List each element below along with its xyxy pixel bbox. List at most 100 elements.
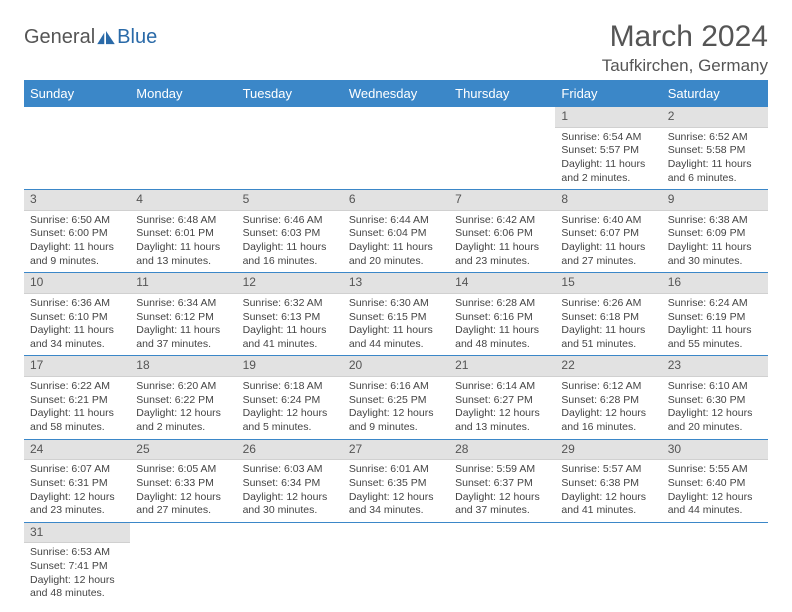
day-info: Sunrise: 6:28 AMSunset: 6:16 PMDaylight:…	[449, 294, 555, 356]
day-number: 6	[343, 190, 449, 211]
day-cell: 20Sunrise: 6:16 AMSunset: 6:25 PMDayligh…	[343, 356, 449, 439]
sunrise: Sunrise: 6:48 AM	[136, 214, 230, 228]
day-info: Sunrise: 6:22 AMSunset: 6:21 PMDaylight:…	[24, 377, 130, 439]
empty-cell	[343, 522, 449, 605]
day-number: 11	[130, 273, 236, 294]
daylight: Daylight: 12 hours and 13 minutes.	[455, 407, 549, 434]
day-number: 31	[24, 523, 130, 544]
day-cell: 12Sunrise: 6:32 AMSunset: 6:13 PMDayligh…	[237, 273, 343, 356]
daylight: Daylight: 11 hours and 58 minutes.	[30, 407, 124, 434]
day-info: Sunrise: 6:46 AMSunset: 6:03 PMDaylight:…	[237, 211, 343, 273]
day-cell: 16Sunrise: 6:24 AMSunset: 6:19 PMDayligh…	[662, 273, 768, 356]
day-number: 18	[130, 356, 236, 377]
sunset: Sunset: 6:40 PM	[668, 477, 762, 491]
daylight: Daylight: 11 hours and 20 minutes.	[349, 241, 443, 268]
sunset: Sunset: 6:10 PM	[30, 311, 124, 325]
empty-cell	[130, 107, 236, 190]
daylight: Daylight: 11 hours and 27 minutes.	[561, 241, 655, 268]
sunset: Sunset: 6:37 PM	[455, 477, 549, 491]
sunrise: Sunrise: 6:36 AM	[30, 297, 124, 311]
daylight: Daylight: 12 hours and 48 minutes.	[30, 574, 124, 601]
day-cell: 24Sunrise: 6:07 AMSunset: 6:31 PMDayligh…	[24, 439, 130, 522]
daylight: Daylight: 11 hours and 13 minutes.	[136, 241, 230, 268]
sunset: Sunset: 6:09 PM	[668, 227, 762, 241]
daylight: Daylight: 11 hours and 2 minutes.	[561, 158, 655, 185]
sunrise: Sunrise: 6:22 AM	[30, 380, 124, 394]
empty-cell	[449, 522, 555, 605]
day-info: Sunrise: 6:36 AMSunset: 6:10 PMDaylight:…	[24, 294, 130, 356]
sunset: Sunset: 6:16 PM	[455, 311, 549, 325]
sunset: Sunset: 6:33 PM	[136, 477, 230, 491]
day-cell: 5Sunrise: 6:46 AMSunset: 6:03 PMDaylight…	[237, 190, 343, 273]
empty-cell	[555, 522, 661, 605]
sunset: Sunset: 6:22 PM	[136, 394, 230, 408]
day-info: Sunrise: 6:01 AMSunset: 6:35 PMDaylight:…	[343, 460, 449, 522]
daylight: Daylight: 11 hours and 44 minutes.	[349, 324, 443, 351]
day-cell: 26Sunrise: 6:03 AMSunset: 6:34 PMDayligh…	[237, 439, 343, 522]
day-cell: 8Sunrise: 6:40 AMSunset: 6:07 PMDaylight…	[555, 190, 661, 273]
daylight: Daylight: 12 hours and 27 minutes.	[136, 491, 230, 518]
sunrise: Sunrise: 6:03 AM	[243, 463, 337, 477]
sunrise: Sunrise: 5:59 AM	[455, 463, 549, 477]
daylight: Daylight: 11 hours and 6 minutes.	[668, 158, 762, 185]
empty-cell	[237, 107, 343, 190]
daylight: Daylight: 11 hours and 34 minutes.	[30, 324, 124, 351]
day-header: Tuesday	[237, 80, 343, 107]
day-info: Sunrise: 6:03 AMSunset: 6:34 PMDaylight:…	[237, 460, 343, 522]
day-number: 29	[555, 440, 661, 461]
day-cell: 19Sunrise: 6:18 AMSunset: 6:24 PMDayligh…	[237, 356, 343, 439]
daylight: Daylight: 12 hours and 41 minutes.	[561, 491, 655, 518]
week-row: 1Sunrise: 6:54 AMSunset: 5:57 PMDaylight…	[24, 107, 768, 190]
daylight: Daylight: 12 hours and 37 minutes.	[455, 491, 549, 518]
day-info: Sunrise: 6:10 AMSunset: 6:30 PMDaylight:…	[662, 377, 768, 439]
day-header: Thursday	[449, 80, 555, 107]
empty-cell	[343, 107, 449, 190]
day-info: Sunrise: 6:38 AMSunset: 6:09 PMDaylight:…	[662, 211, 768, 273]
day-cell: 29Sunrise: 5:57 AMSunset: 6:38 PMDayligh…	[555, 439, 661, 522]
day-cell: 23Sunrise: 6:10 AMSunset: 6:30 PMDayligh…	[662, 356, 768, 439]
daylight: Daylight: 12 hours and 5 minutes.	[243, 407, 337, 434]
logo: General Blue	[24, 20, 157, 49]
day-number: 21	[449, 356, 555, 377]
daylight: Daylight: 12 hours and 44 minutes.	[668, 491, 762, 518]
sunrise: Sunrise: 6:32 AM	[243, 297, 337, 311]
day-number: 25	[130, 440, 236, 461]
day-number: 3	[24, 190, 130, 211]
daylight: Daylight: 11 hours and 51 minutes.	[561, 324, 655, 351]
sunset: Sunset: 5:57 PM	[561, 144, 655, 158]
calendar-table: SundayMondayTuesdayWednesdayThursdayFrid…	[24, 80, 768, 605]
sunrise: Sunrise: 6:42 AM	[455, 214, 549, 228]
title-block: March 2024 Taufkirchen, Germany	[602, 20, 768, 76]
day-header: Saturday	[662, 80, 768, 107]
sunset: Sunset: 6:18 PM	[561, 311, 655, 325]
day-cell: 31Sunrise: 6:53 AMSunset: 7:41 PMDayligh…	[24, 522, 130, 605]
day-number: 30	[662, 440, 768, 461]
empty-cell	[237, 522, 343, 605]
sunrise: Sunrise: 6:52 AM	[668, 131, 762, 145]
sunset: Sunset: 6:00 PM	[30, 227, 124, 241]
sunrise: Sunrise: 6:18 AM	[243, 380, 337, 394]
daylight: Daylight: 11 hours and 41 minutes.	[243, 324, 337, 351]
sunset: Sunset: 6:25 PM	[349, 394, 443, 408]
sunrise: Sunrise: 6:38 AM	[668, 214, 762, 228]
sunset: Sunset: 6:31 PM	[30, 477, 124, 491]
day-cell: 17Sunrise: 6:22 AMSunset: 6:21 PMDayligh…	[24, 356, 130, 439]
daylight: Daylight: 11 hours and 30 minutes.	[668, 241, 762, 268]
sail-icon	[97, 31, 115, 45]
sunrise: Sunrise: 5:57 AM	[561, 463, 655, 477]
day-info: Sunrise: 6:44 AMSunset: 6:04 PMDaylight:…	[343, 211, 449, 273]
daylight: Daylight: 11 hours and 55 minutes.	[668, 324, 762, 351]
daylight: Daylight: 11 hours and 23 minutes.	[455, 241, 549, 268]
day-info: Sunrise: 6:12 AMSunset: 6:28 PMDaylight:…	[555, 377, 661, 439]
day-cell: 18Sunrise: 6:20 AMSunset: 6:22 PMDayligh…	[130, 356, 236, 439]
day-cell: 1Sunrise: 6:54 AMSunset: 5:57 PMDaylight…	[555, 107, 661, 190]
day-cell: 3Sunrise: 6:50 AMSunset: 6:00 PMDaylight…	[24, 190, 130, 273]
day-info: Sunrise: 6:40 AMSunset: 6:07 PMDaylight:…	[555, 211, 661, 273]
sunrise: Sunrise: 6:54 AM	[561, 131, 655, 145]
empty-cell	[449, 107, 555, 190]
empty-cell	[24, 107, 130, 190]
day-info: Sunrise: 5:59 AMSunset: 6:37 PMDaylight:…	[449, 460, 555, 522]
week-row: 3Sunrise: 6:50 AMSunset: 6:00 PMDaylight…	[24, 190, 768, 273]
week-row: 10Sunrise: 6:36 AMSunset: 6:10 PMDayligh…	[24, 273, 768, 356]
day-cell: 15Sunrise: 6:26 AMSunset: 6:18 PMDayligh…	[555, 273, 661, 356]
